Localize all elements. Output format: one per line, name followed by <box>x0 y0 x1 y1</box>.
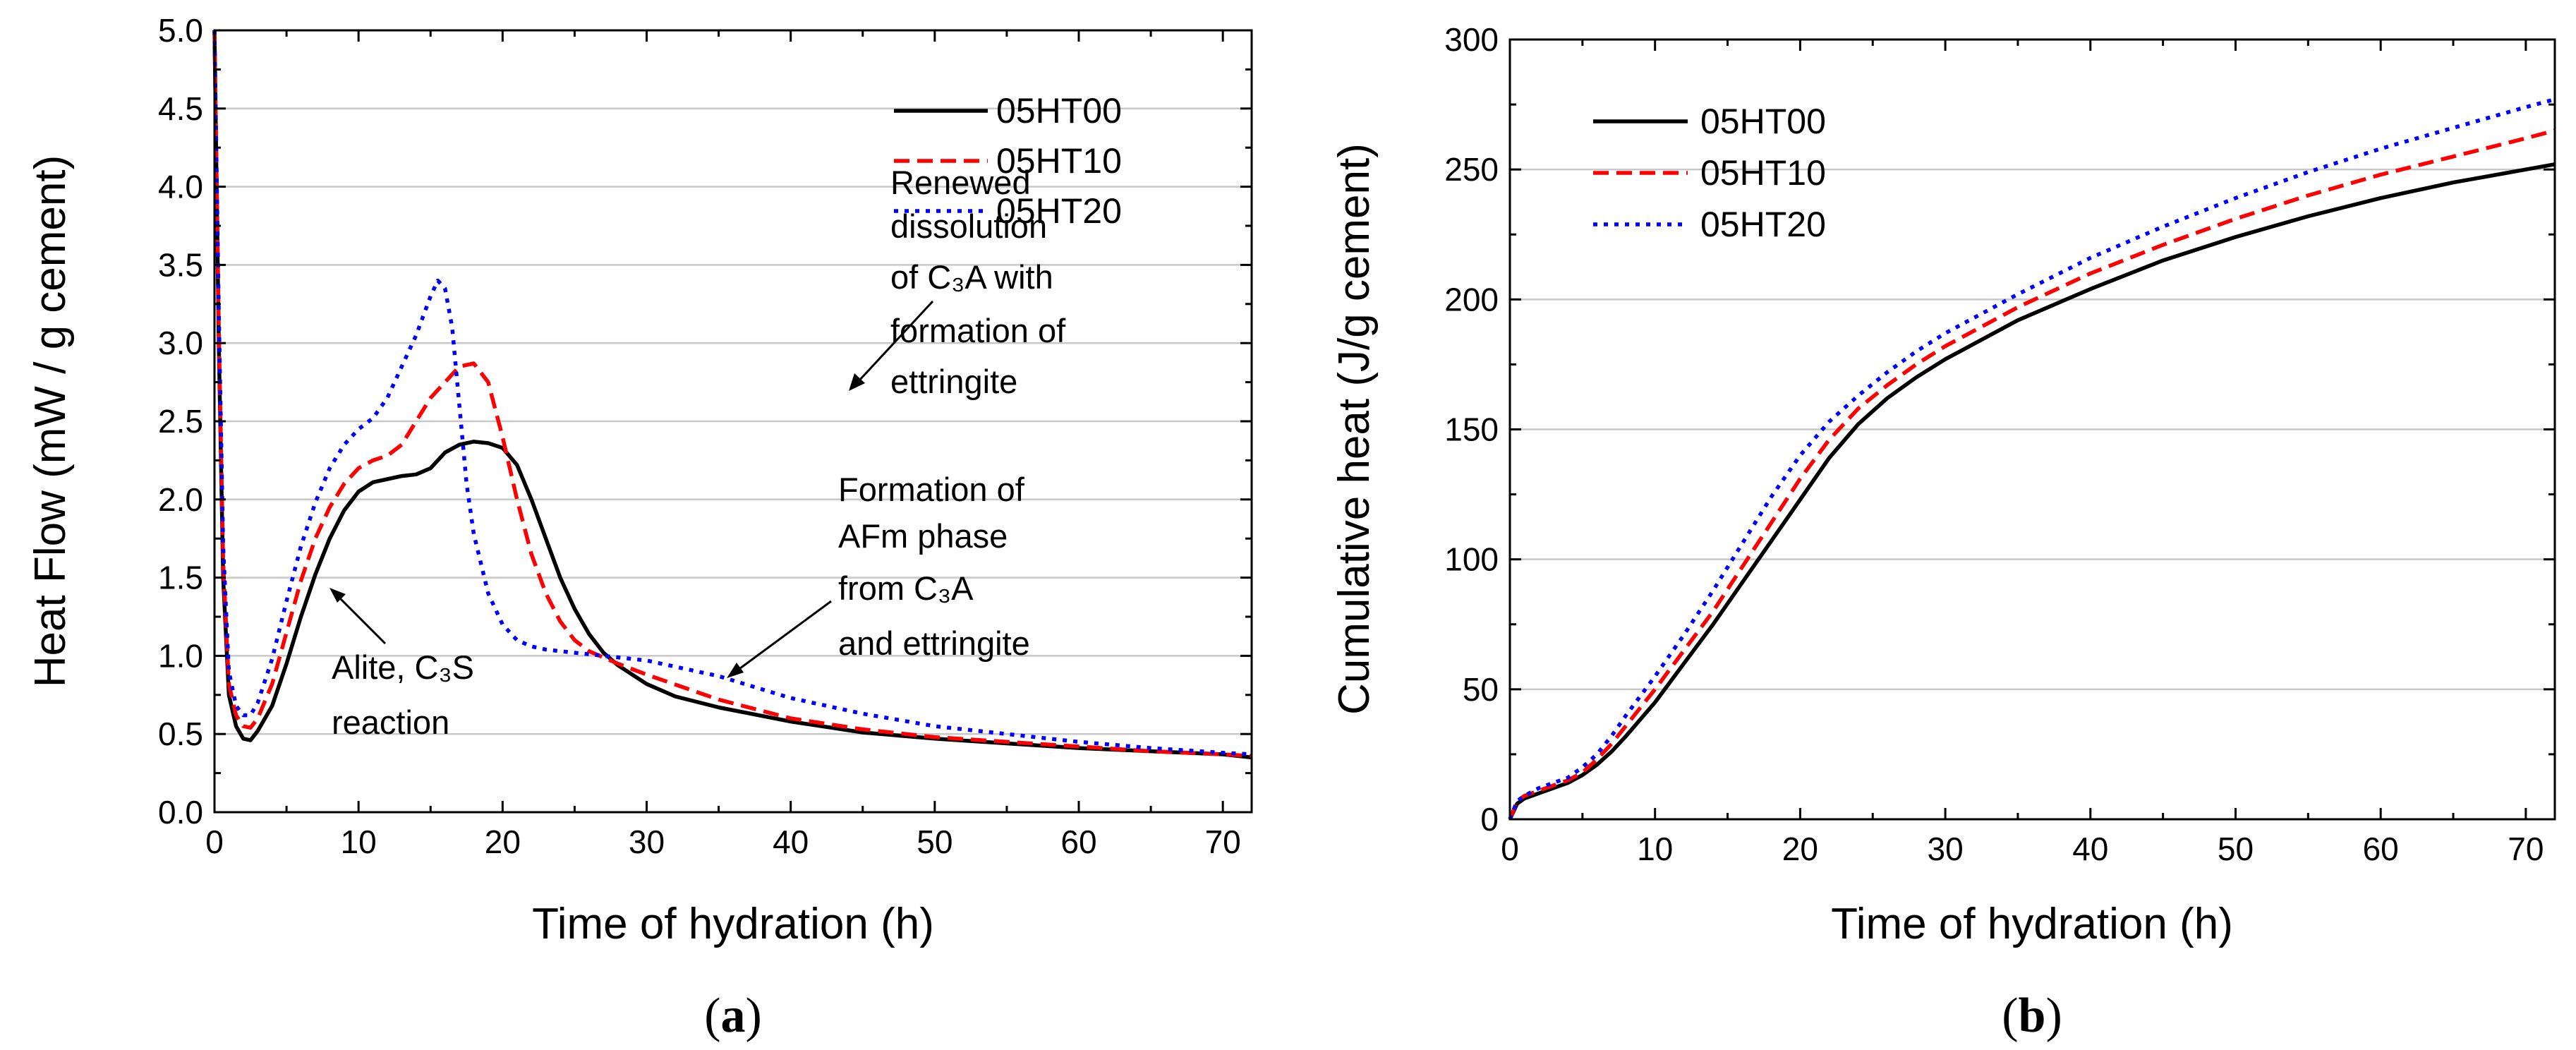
y-tick-label: 50 <box>1463 671 1499 708</box>
panel-b-grid <box>1510 168 2555 691</box>
panel-b-y-ticks: 0 50 100 150 200 250 300 <box>1444 21 2555 838</box>
y-tick-label: 100 <box>1444 541 1499 578</box>
y-tick-label: 0 <box>1480 801 1499 838</box>
panel-a-x-ticks: 0 10 20 30 40 50 60 70 <box>205 30 1241 860</box>
annotation-line: dissolution <box>890 207 1047 245</box>
x-tick-label: 10 <box>1637 831 1673 867</box>
annotation-line: and ettringite <box>838 624 1030 662</box>
panel-b-series <box>1508 97 2556 821</box>
annotation-line: reaction <box>332 704 449 741</box>
panel-a-grid <box>214 107 1252 735</box>
panel-a-y-ticks: 0.0 0.5 1.0 1.5 2.0 2.5 3.0 3.5 4.0 4.5 5.0 <box>158 12 1252 831</box>
x-tick-label: 0 <box>1501 831 1519 867</box>
y-tick-label: 150 <box>1444 411 1499 448</box>
x-tick-label: 20 <box>1782 831 1818 867</box>
series-line-05HT10 <box>1508 128 2556 821</box>
arrow-head <box>727 663 744 678</box>
panel-b-x-axis-title: Time of hydration (h) <box>1831 900 2233 948</box>
panel-a-label: (a) <box>704 989 762 1043</box>
x-tick-label: 70 <box>2508 831 2544 867</box>
y-tick-label: 5.0 <box>158 12 203 49</box>
panel-a-series <box>212 30 1252 760</box>
arrow-head <box>849 373 865 391</box>
series-line-05HT00 <box>212 30 1252 760</box>
annotation-renewed-dissolution: Renewed dissolution of C₃A with formatio… <box>849 164 1066 400</box>
legend-label-05HT00: 05HT00 <box>996 91 1122 131</box>
annotation-line: Renewed <box>890 164 1031 201</box>
panel-b-label: (b) <box>2002 989 2062 1043</box>
x-tick-label: 20 <box>485 823 521 860</box>
y-tick-label: 0.0 <box>158 794 203 831</box>
panel-a: 0 10 20 30 40 50 60 70 0.0 0.5 1.0 1.5 2.0 2.5 3.0 3.5… <box>26 12 1253 1043</box>
series-line-05HT20 <box>1508 97 2556 821</box>
annotation-line: Formation of <box>838 471 1025 508</box>
arrow-line <box>737 600 832 672</box>
x-tick-label: 60 <box>1060 823 1096 860</box>
annotation-line: from C₃A <box>838 569 974 607</box>
annotation-line: Alite, C₃S <box>332 648 474 686</box>
x-tick-label: 30 <box>1927 831 1963 867</box>
x-tick-label: 50 <box>917 823 953 860</box>
y-tick-label: 2.0 <box>158 481 203 518</box>
x-tick-label: 60 <box>2363 831 2399 867</box>
panel-b: 0 10 20 30 40 50 60 70 0 50 100 150 200 250 300 Time … <box>1330 21 2556 1043</box>
arrow-line <box>337 596 387 645</box>
y-tick-label: 4.5 <box>158 90 203 127</box>
x-tick-label: 10 <box>341 823 377 860</box>
arrow-line <box>857 300 934 382</box>
panel-a-legend: 05HT00 05HT10 05HT20 <box>894 91 1122 231</box>
legend-label-05HT10: 05HT10 <box>996 141 1122 181</box>
arrow-head <box>329 588 346 603</box>
panel-b-label-letter: b <box>2019 989 2046 1043</box>
panel-b-x-ticks: 0 10 20 30 40 50 60 70 <box>1501 40 2544 867</box>
panel-b-y-axis-title: Cumulative heat (J/g cement) <box>1330 143 1379 715</box>
legend-label-05HT00: 05HT00 <box>1700 102 1826 141</box>
panel-a-label-letter: a <box>721 989 746 1043</box>
series-line-05HT00 <box>1508 162 2556 821</box>
x-tick-label: 70 <box>1205 823 1241 860</box>
x-tick-label: 0 <box>205 823 224 860</box>
y-tick-label: 1.0 <box>158 637 203 674</box>
y-tick-label: 4.0 <box>158 169 203 205</box>
annotation-afm-phase: Formation of AFm phase from C₃A and ettr… <box>727 471 1030 678</box>
y-tick-label: 200 <box>1444 281 1499 318</box>
legend-label-05HT10: 05HT10 <box>1700 153 1826 193</box>
y-tick-label: 3.0 <box>158 325 203 361</box>
panel-a-x-axis-title: Time of hydration (h) <box>532 900 934 948</box>
x-tick-label: 40 <box>773 823 809 860</box>
annotation-line: of C₃A with <box>890 258 1053 296</box>
y-tick-label: 300 <box>1444 21 1499 58</box>
x-tick-label: 40 <box>2072 831 2108 867</box>
annotation-line: AFm phase <box>838 517 1008 555</box>
y-tick-label: 0.5 <box>158 716 203 752</box>
x-tick-label: 50 <box>2218 831 2254 867</box>
y-tick-label: 3.5 <box>158 246 203 283</box>
y-tick-label: 2.5 <box>158 403 203 440</box>
annotation-alite: Alite, C₃S reaction <box>329 588 474 741</box>
annotation-line: formation of <box>890 312 1066 349</box>
y-tick-label: 250 <box>1444 151 1499 188</box>
panel-b-legend: 05HT00 05HT10 05HT20 <box>1593 102 1826 244</box>
legend-label-05HT20: 05HT20 <box>1700 205 1826 244</box>
series-line-05HT20 <box>212 30 1252 756</box>
panel-a-y-axis-title: Heat Flow (mW / g cement) <box>26 155 75 687</box>
x-tick-label: 30 <box>629 823 665 860</box>
series-line-05HT10 <box>212 30 1252 758</box>
y-tick-label: 1.5 <box>158 560 203 596</box>
annotation-line: ettringite <box>890 363 1017 400</box>
legend-label-05HT20: 05HT20 <box>996 191 1122 231</box>
